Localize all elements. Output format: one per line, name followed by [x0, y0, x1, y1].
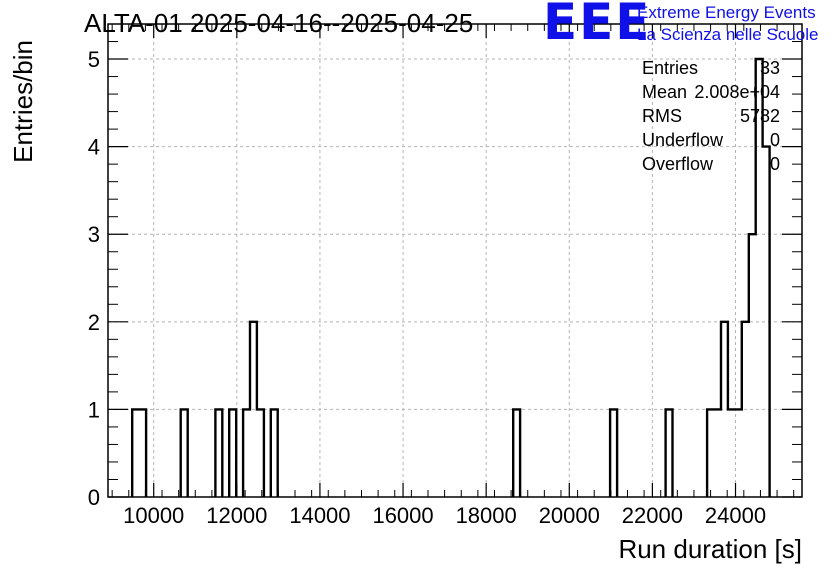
y-tick-label: 0 [88, 485, 100, 510]
stats-row-underflow: Underflow 0 [642, 130, 780, 154]
histogram-outline [131, 57, 771, 497]
chart-title: ALTA-01 2025-04-16--2025-04-25 [84, 8, 474, 38]
plot-frame [107, 23, 803, 498]
logo-line-2: La Scienza nelle Scuole [637, 25, 819, 44]
x-tick-label: 18000 [456, 503, 517, 528]
stats-value: 5782 [739, 106, 780, 126]
stats-row-overflow: Overflow 0 [642, 154, 780, 178]
stats-row-mean: Mean 2.008e+04 [642, 82, 780, 106]
stats-box: Entries 33 Mean 2.008e+04 RMS 5782 Under… [642, 58, 780, 178]
stats-label: Mean [642, 82, 688, 102]
stats-label: Entries [642, 58, 699, 78]
stats-row-rms: RMS 5782 [642, 106, 780, 130]
x-tick-label: 10000 [123, 503, 184, 528]
y-axis-label: Entries/bin [8, 40, 38, 163]
x-axis-label: Run duration [s] [618, 534, 802, 564]
stats-value: 33 [759, 58, 780, 78]
logo-line-1: Extreme Energy Events [637, 3, 816, 22]
x-tick-label: 24000 [705, 503, 766, 528]
stats-label: Underflow [642, 130, 724, 150]
stats-value: 2.008e+04 [694, 82, 780, 102]
x-tick-label: 20000 [539, 503, 600, 528]
stats-label: Overflow [642, 154, 714, 174]
stats-value: 0 [769, 154, 780, 174]
stats-label: RMS [642, 106, 682, 126]
x-tick-label: 12000 [206, 503, 267, 528]
y-tick-label: 4 [88, 135, 100, 160]
stats-value: 0 [769, 130, 780, 150]
y-tick-label: 5 [88, 47, 100, 72]
y-tick-label: 1 [88, 397, 100, 422]
x-tick-label: 14000 [289, 503, 350, 528]
y-tick-label: 3 [88, 222, 100, 247]
stats-row-entries: Entries 33 [642, 58, 780, 82]
eee-logo: EEE [543, 0, 652, 51]
x-tick-label: 16000 [372, 503, 433, 528]
y-tick-label: 2 [88, 310, 100, 335]
x-tick-label: 22000 [622, 503, 683, 528]
